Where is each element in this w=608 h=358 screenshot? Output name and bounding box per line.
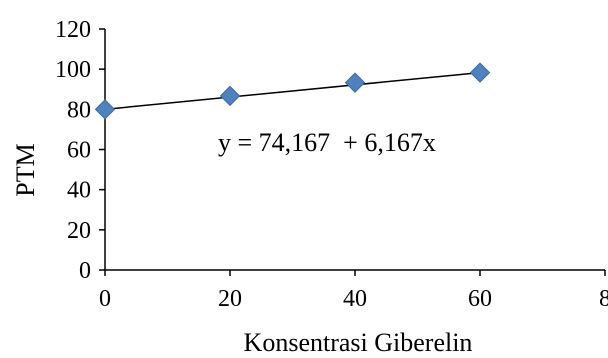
data-point <box>469 62 491 83</box>
y-tick-label: 40 <box>67 178 91 204</box>
x-tick-label: 60 <box>468 286 492 312</box>
x-tick-label: 40 <box>343 286 367 312</box>
x-tick-label: 8 <box>599 286 608 312</box>
data-point <box>344 72 366 93</box>
y-tick-label: 60 <box>67 138 91 164</box>
x-axis-title: Konsentrasi Giberelin <box>244 328 473 357</box>
y-tick-label: 0 <box>79 258 91 284</box>
x-tick-label: 20 <box>218 286 242 312</box>
data-point <box>94 99 116 120</box>
x-tick-label: 0 <box>99 286 111 312</box>
y-axis-ticks: 0 20 40 60 80 100 120 <box>55 17 105 284</box>
y-tick-label: 80 <box>67 97 91 123</box>
y-tick-label: 100 <box>55 57 91 83</box>
y-tick-label: 20 <box>67 218 91 244</box>
y-tick-label: 120 <box>55 17 91 43</box>
trendline-equation: y = 74,167 + 6,167x <box>218 128 436 157</box>
data-point <box>219 85 241 107</box>
y-axis-title: PTM <box>11 143 40 196</box>
data-points <box>94 62 491 120</box>
trendline <box>104 71 481 111</box>
x-axis-ticks: 0 20 40 60 8 <box>99 270 608 312</box>
